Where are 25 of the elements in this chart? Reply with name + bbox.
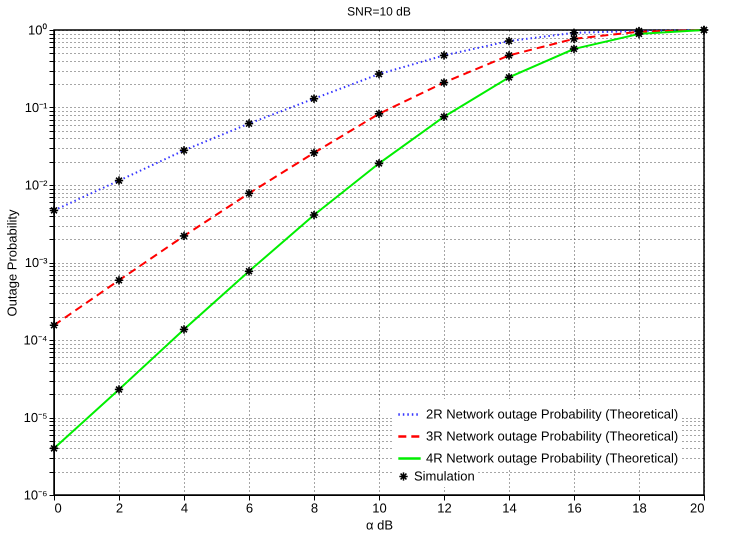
legend-label: 3R Network outage Probability (Theoretical) (426, 428, 678, 444)
x-tick-label: 14 (502, 500, 517, 516)
x-tick-label: 18 (632, 500, 647, 516)
legend-label: Simulation (414, 468, 475, 484)
y-tick-label: 10⁻⁵ (24, 410, 48, 425)
y-tick-label: 10⁻¹ (24, 100, 48, 115)
x-tick-label: 10 (372, 500, 387, 516)
y-tick-label: 10⁻⁴ (23, 332, 48, 348)
chart-title: SNR=10 dB (347, 4, 411, 19)
legend-label: 4R Network outage Probability (Theoretical) (426, 450, 678, 466)
x-axis-title: α dB (366, 518, 394, 532)
y-tick-label: 10⁻⁶ (24, 488, 48, 502)
x-tick-label: 20 (690, 500, 704, 516)
x-tick-label: 2 (116, 500, 124, 516)
y-tick-label: 10⁻² (24, 178, 48, 192)
x-tick-label: 8 (310, 500, 318, 516)
x-tick-label: 6 (246, 500, 254, 516)
x-tick-label: 0 (54, 500, 62, 516)
x-tick-label: 16 (567, 500, 582, 516)
y-tick-label: 10⁻³ (24, 255, 48, 270)
x-tick-label: 12 (437, 500, 452, 516)
legend-label: 2R Network outage Probability (Theoretical) (426, 406, 678, 422)
x-tick-label: 4 (180, 500, 188, 516)
y-tick-label: 10⁰ (28, 22, 48, 38)
y-axis-title: Outage Probability (4, 209, 20, 316)
